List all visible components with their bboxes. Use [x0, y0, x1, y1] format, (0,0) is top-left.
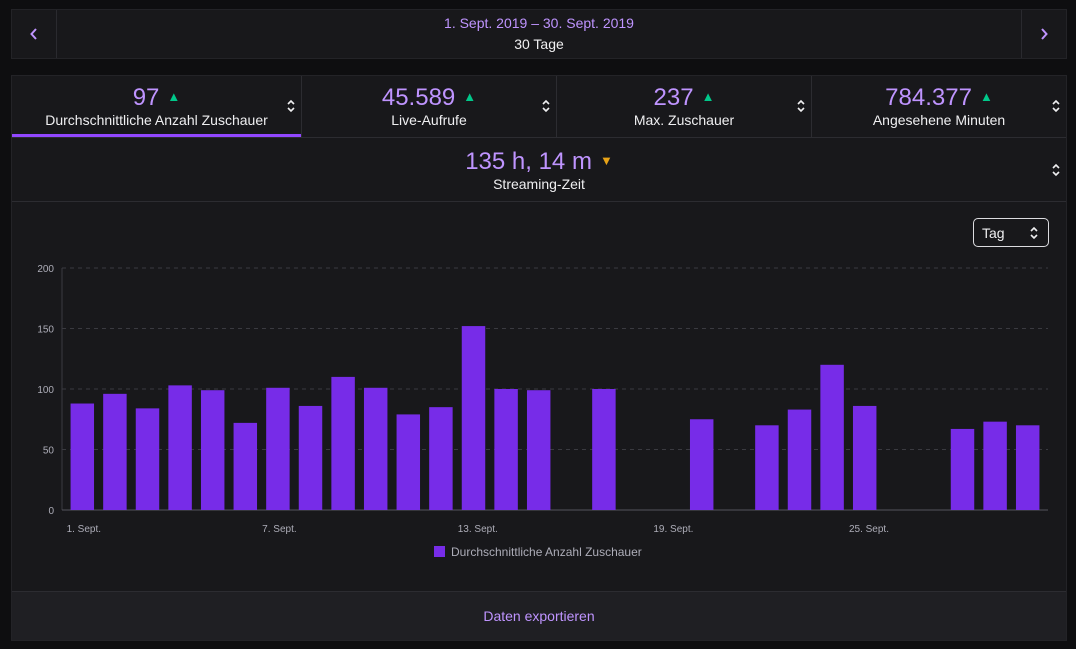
- chart-bar[interactable]: [429, 407, 453, 510]
- chart-bar[interactable]: [787, 409, 812, 510]
- trend-up-icon: ▲: [463, 89, 477, 104]
- previous-period-button[interactable]: [12, 10, 57, 58]
- stat-label: Max. Zuschauer: [633, 112, 735, 128]
- interval-select[interactable]: Tag: [973, 218, 1049, 247]
- chart-bar[interactable]: [755, 425, 779, 510]
- stat-value: 45.589: [381, 84, 456, 111]
- chart-bar[interactable]: [820, 364, 844, 510]
- stat-label: Durchschnittliche Anzahl Zuschauer: [45, 112, 268, 128]
- date-range-label[interactable]: 1. Sept. 2019 – 30. Sept. 2019: [444, 15, 634, 31]
- stat-value: 97: [132, 84, 160, 111]
- stat-streaming-inner: 135 h, 14 m ▼ Streaming-Zeit: [12, 138, 1066, 201]
- sort-icon: [542, 99, 550, 113]
- stat-value-wrap: 97 ▲: [12, 82, 301, 113]
- x-tick-label: 25. Sept.: [849, 524, 889, 535]
- chart-bar[interactable]: [526, 390, 551, 510]
- trend-up-icon: ▲: [167, 89, 181, 104]
- chart-bar[interactable]: [298, 405, 323, 510]
- sort-icon: [287, 99, 295, 113]
- stat-value: 135 h, 14 m: [465, 148, 592, 175]
- stat-value: 237: [653, 84, 694, 111]
- x-tick-label: 1. Sept.: [67, 524, 101, 535]
- chart-bar[interactable]: [1015, 425, 1040, 510]
- stat-live-views[interactable]: 45.589 ▲ Live-Aufrufe: [301, 76, 556, 137]
- sort-icon: [1052, 99, 1060, 113]
- chart-bar[interactable]: [950, 428, 975, 510]
- sort-icon: [1052, 163, 1060, 177]
- avg-viewers-bar-chart: 0 50 100 150 200 1. Sept. 7. Sept. 13. Sept. 19.…: [37, 264, 1048, 559]
- chart-bar[interactable]: [592, 389, 616, 510]
- stats-panel: 97 ▲ Durchschnittliche Anzahl Zuschauer 4…: [11, 75, 1067, 641]
- date-range-bar: 1. Sept. 2019 – 30. Sept. 2019 30 Tage: [11, 9, 1067, 59]
- y-tick-label: 100: [37, 385, 54, 396]
- stat-value-wrap: 135 h, 14 m ▼: [12, 146, 1066, 177]
- stat-avg-viewers[interactable]: 97 ▲ Durchschnittliche Anzahl Zuschauer: [12, 76, 301, 137]
- x-tick-label: 19. Sept.: [653, 524, 693, 535]
- stat-streaming-time[interactable]: 135 h, 14 m ▼ Streaming-Zeit: [12, 138, 1066, 202]
- next-period-button[interactable]: [1021, 10, 1066, 58]
- legend-label: Durchschnittliche Anzahl Zuschauer: [451, 545, 642, 559]
- chart-bar[interactable]: [852, 405, 877, 510]
- stat-label: Streaming-Zeit: [493, 176, 585, 192]
- chart-bar[interactable]: [135, 408, 160, 510]
- interval-select-value: Tag: [982, 225, 1005, 241]
- x-tick-label: 7. Sept.: [262, 524, 296, 535]
- y-tick-label: 150: [37, 325, 54, 336]
- chart-bar[interactable]: [103, 393, 127, 510]
- stat-value: 784.377: [885, 84, 972, 111]
- export-data-button[interactable]: Daten exportieren: [12, 591, 1066, 640]
- chart-bar[interactable]: [266, 387, 290, 510]
- stats-row: 97 ▲ Durchschnittliche Anzahl Zuschauer 4…: [12, 76, 1066, 138]
- stat-minutes-watched[interactable]: 784.377 ▲ Angesehene Minuten: [811, 76, 1066, 137]
- chart-bar[interactable]: [200, 390, 225, 510]
- y-tick-label: 50: [43, 446, 55, 457]
- x-tick-label: 13. Sept.: [458, 524, 498, 535]
- chart-bar[interactable]: [983, 421, 1007, 510]
- chart-bar[interactable]: [168, 385, 192, 510]
- stat-value-wrap: 784.377 ▲: [812, 82, 1066, 113]
- chart-bar[interactable]: [363, 387, 388, 510]
- chart-bar[interactable]: [461, 326, 486, 510]
- chart-bar[interactable]: [70, 403, 95, 510]
- sort-icon: [797, 99, 805, 113]
- trend-up-icon: ▲: [979, 89, 993, 104]
- chart-bar[interactable]: [233, 422, 258, 510]
- stat-label: Live-Aufrufe: [391, 112, 467, 128]
- chart-bar[interactable]: [331, 376, 355, 510]
- stat-max-viewers[interactable]: 237 ▲ Max. Zuschauer: [556, 76, 811, 137]
- stat-value-wrap: 45.589 ▲: [302, 82, 556, 113]
- date-range-days: 30 Tage: [514, 36, 564, 52]
- select-chevrons-icon: [1030, 226, 1038, 240]
- legend-swatch: [434, 546, 445, 557]
- chart-bar[interactable]: [396, 414, 421, 510]
- chevron-left-icon: [30, 28, 37, 40]
- stat-label: Angesehene Minuten: [872, 112, 1006, 128]
- chart-bar[interactable]: [494, 389, 518, 510]
- chart-bar[interactable]: [689, 419, 714, 510]
- trend-up-icon: ▲: [701, 89, 715, 104]
- trend-down-icon: ▼: [599, 153, 613, 168]
- y-tick-label: 200: [37, 264, 54, 275]
- y-tick-label: 0: [48, 506, 54, 517]
- stat-value-wrap: 237 ▲: [557, 82, 811, 113]
- chevron-right-icon: [1041, 28, 1048, 40]
